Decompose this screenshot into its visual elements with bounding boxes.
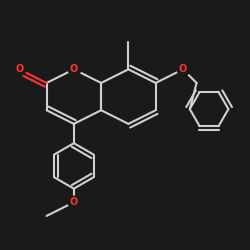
Text: O: O [179, 64, 187, 74]
Text: O: O [70, 197, 78, 207]
Text: O: O [15, 64, 24, 74]
Text: O: O [70, 64, 78, 74]
